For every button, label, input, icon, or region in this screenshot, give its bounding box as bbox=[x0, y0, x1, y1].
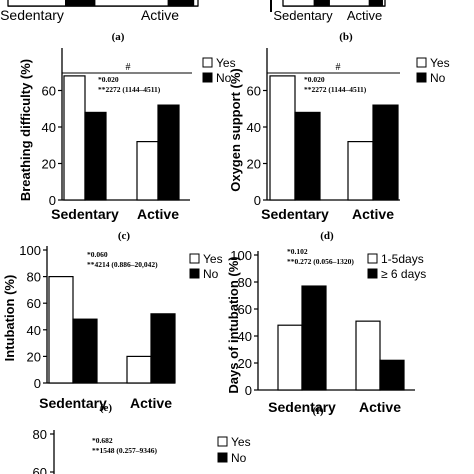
y-axis-label: Oxygen support (%) bbox=[228, 68, 243, 192]
x-tick-label: Active bbox=[137, 206, 179, 222]
y-tick-label: 40 bbox=[247, 120, 261, 135]
legend-label: Yes bbox=[203, 252, 223, 266]
legend-swatch bbox=[367, 253, 378, 264]
x-tick-label: Sedentary bbox=[51, 206, 119, 222]
y-tick-label: 20 bbox=[247, 157, 261, 172]
cropped-bar-outline bbox=[282, 0, 386, 7]
y-tick-label: 20 bbox=[27, 349, 41, 364]
legend-swatch bbox=[416, 57, 427, 68]
bar-no bbox=[167, 0, 195, 6]
legend-swatch bbox=[416, 72, 427, 83]
bar-active-white bbox=[347, 141, 374, 201]
annotation-p-value: *0.020 bbox=[304, 75, 325, 84]
annotation-p-value: *0.020 bbox=[98, 75, 119, 84]
legend-label: No bbox=[231, 451, 247, 465]
bar-sedentary-white bbox=[277, 324, 303, 391]
significance-mark: # bbox=[336, 62, 341, 73]
significance-mark: # bbox=[126, 62, 131, 73]
y-tick-label: 20 bbox=[42, 157, 56, 172]
legend-swatch bbox=[217, 436, 228, 447]
y-tick-label: 80 bbox=[33, 427, 47, 442]
legend-swatch bbox=[217, 452, 228, 463]
y-tick-label: 40 bbox=[27, 323, 41, 338]
bar-active-black bbox=[379, 359, 405, 391]
y-tick-label: 100 bbox=[19, 243, 41, 258]
bar-active-black bbox=[150, 313, 176, 384]
legend-swatch bbox=[189, 268, 200, 279]
y-axis-label: Days of intubation (%) bbox=[226, 256, 241, 393]
bar-active-black bbox=[157, 104, 180, 201]
y-tick-label: 80 bbox=[238, 275, 252, 290]
y-tick-label: 0 bbox=[245, 383, 252, 398]
annotation-p-value: *0.102 bbox=[287, 247, 308, 256]
y-axis-label: Breathing difficulty (%) bbox=[18, 59, 33, 201]
legend-label: No bbox=[203, 267, 219, 281]
x-tick-label: Active bbox=[352, 206, 394, 222]
legend-label: Yes bbox=[430, 56, 450, 70]
legend-label: Yes bbox=[231, 435, 251, 449]
bar-no bbox=[368, 0, 383, 6]
y-tick-label: 40 bbox=[238, 329, 252, 344]
legend-label: 1-5days bbox=[381, 252, 424, 266]
annotation-odds-ratio: **2272 (1144–4511) bbox=[98, 85, 161, 94]
x-tick-label: Active bbox=[347, 8, 382, 23]
y-tick-label: 40 bbox=[42, 120, 56, 135]
bar-active-white bbox=[136, 141, 159, 201]
legend-label: Yes bbox=[216, 56, 236, 70]
y-tick-label: 20 bbox=[238, 356, 252, 371]
legend-swatch bbox=[202, 57, 213, 68]
x-tick-label: Sedentary bbox=[268, 399, 336, 415]
x-tick-label: Sedentary bbox=[0, 7, 64, 23]
x-tick-label: Active bbox=[130, 395, 172, 411]
x-tick-label: Sedentary bbox=[273, 8, 333, 23]
annotation-p-value: *0.060 bbox=[87, 250, 108, 259]
bar-sedentary-white bbox=[48, 276, 74, 384]
bar-sedentary-black bbox=[301, 285, 327, 391]
annotation-odds-ratio: **4214 (0.886–20,042) bbox=[87, 260, 158, 269]
bar-sedentary-white bbox=[269, 75, 296, 201]
panel-label: (c) bbox=[118, 230, 131, 242]
legend-label: ≥ 6 days bbox=[381, 267, 426, 281]
bar-active-white bbox=[355, 320, 381, 391]
y-tick-label: 60 bbox=[33, 465, 47, 474]
y-tick-label: 0 bbox=[254, 193, 261, 208]
y-tick-label: 0 bbox=[34, 376, 41, 391]
panel-label: (a) bbox=[112, 31, 125, 43]
panel-label: (f) bbox=[313, 405, 324, 417]
annotation-odds-ratio: **2272 (1144–4511) bbox=[304, 85, 367, 94]
x-tick-label: Active bbox=[359, 399, 401, 415]
y-tick-label: 0 bbox=[49, 193, 56, 208]
x-tick-label: Sedentary bbox=[261, 206, 329, 222]
y-axis-label: Intubation (%) bbox=[2, 275, 17, 362]
x-tick-label: Active bbox=[141, 7, 179, 23]
legend-swatch bbox=[189, 253, 200, 264]
bar-no bbox=[65, 0, 96, 6]
y-tick-label: 60 bbox=[247, 84, 261, 99]
x-tick-label: Sedentary bbox=[39, 395, 107, 411]
legend-label: No bbox=[430, 71, 446, 85]
annotation-odds-ratio: **0.272 (0.056–1320) bbox=[287, 257, 354, 266]
bar-sedentary-black bbox=[72, 318, 98, 384]
annotation-p-value: *0.682 bbox=[92, 436, 113, 445]
y-tick-label: 80 bbox=[27, 270, 41, 285]
panel-label: (d) bbox=[320, 230, 334, 242]
y-tick-label: 60 bbox=[27, 296, 41, 311]
bar-sedentary-black bbox=[84, 111, 107, 201]
panel-label: (b) bbox=[339, 31, 353, 43]
bar-active-white bbox=[126, 355, 152, 384]
bar-sedentary-black bbox=[294, 111, 321, 201]
y-tick-label: 60 bbox=[42, 84, 56, 99]
bar-sedentary-white bbox=[63, 75, 86, 201]
annotation-odds-ratio: **1548 (0.257–9346) bbox=[92, 446, 157, 455]
legend-swatch bbox=[367, 268, 378, 279]
legend-swatch bbox=[202, 72, 213, 83]
bar-no bbox=[313, 0, 330, 6]
bar-active-black bbox=[372, 104, 399, 201]
y-tick-label: 100 bbox=[230, 248, 252, 263]
legend-label: No bbox=[216, 71, 232, 85]
cropped-bar-outline bbox=[7, 0, 199, 7]
panel-label: (e) bbox=[100, 402, 113, 414]
y-tick-label: 60 bbox=[238, 302, 252, 317]
